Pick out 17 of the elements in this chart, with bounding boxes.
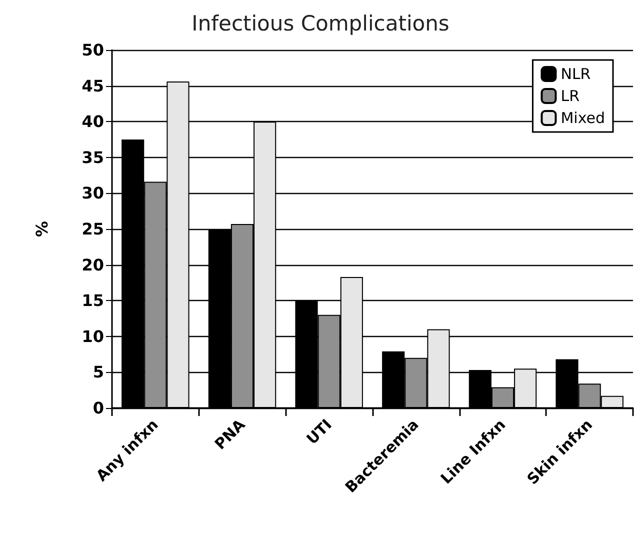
- y-tick-label: 25: [82, 220, 104, 238]
- chart-title: Infectious Complications: [192, 12, 450, 36]
- y-tick-label: 40: [82, 112, 104, 132]
- legend-label: NLR: [560, 65, 591, 83]
- legend-label: Mixed: [560, 109, 606, 127]
- y-tick-label: 35: [82, 148, 104, 167]
- y-tick-label: 50: [82, 40, 104, 60]
- y-axis-title: %: [32, 220, 52, 238]
- y-tick-label: 15: [82, 291, 104, 310]
- y-tick-label: 10: [82, 326, 104, 346]
- y-tick-label: 30: [82, 184, 104, 203]
- y-tick-label: 0: [92, 398, 104, 418]
- y-tick-label: 5: [92, 362, 104, 382]
- y-tick-label: 45: [82, 76, 104, 96]
- y-tick-label: 20: [82, 255, 104, 274]
- x-tick-label: UTI: [302, 416, 336, 448]
- legend-label: LR: [560, 87, 580, 105]
